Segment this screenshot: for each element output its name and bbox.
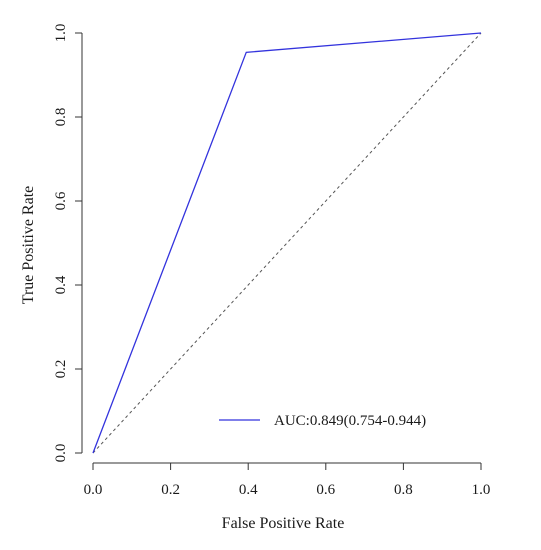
x-axis-title: False Positive Rate <box>222 515 345 532</box>
roc-curve-line <box>92 32 482 454</box>
y-tick-label: 0.2 <box>53 360 69 379</box>
y-axis-title: True Positive Rate <box>20 186 37 305</box>
x-tick-label: 0.2 <box>161 482 180 498</box>
y-tick-label: 0.0 <box>53 444 69 463</box>
x-tick-label: 0.6 <box>316 482 335 498</box>
x-tick-label: 0.8 <box>394 482 413 498</box>
y-axis-ticks: 0.0 0.2 0.4 0.6 0.8 1.0 <box>53 24 82 463</box>
legend-label: AUC:0.849(0.754-0.944) <box>274 413 426 429</box>
x-tick-label: 0.0 <box>84 482 103 498</box>
x-tick-label: 0.4 <box>239 482 258 498</box>
x-axis-ticks: 0.0 0.2 0.4 0.6 0.8 1.0 <box>84 463 491 498</box>
diagonal-reference-line <box>92 32 482 454</box>
x-tick-label: 1.0 <box>472 482 491 498</box>
y-tick-label: 0.4 <box>53 275 69 294</box>
y-tick-label: 1.0 <box>53 24 69 43</box>
y-tick-label: 0.6 <box>53 191 69 210</box>
y-tick-label: 0.8 <box>53 108 69 127</box>
